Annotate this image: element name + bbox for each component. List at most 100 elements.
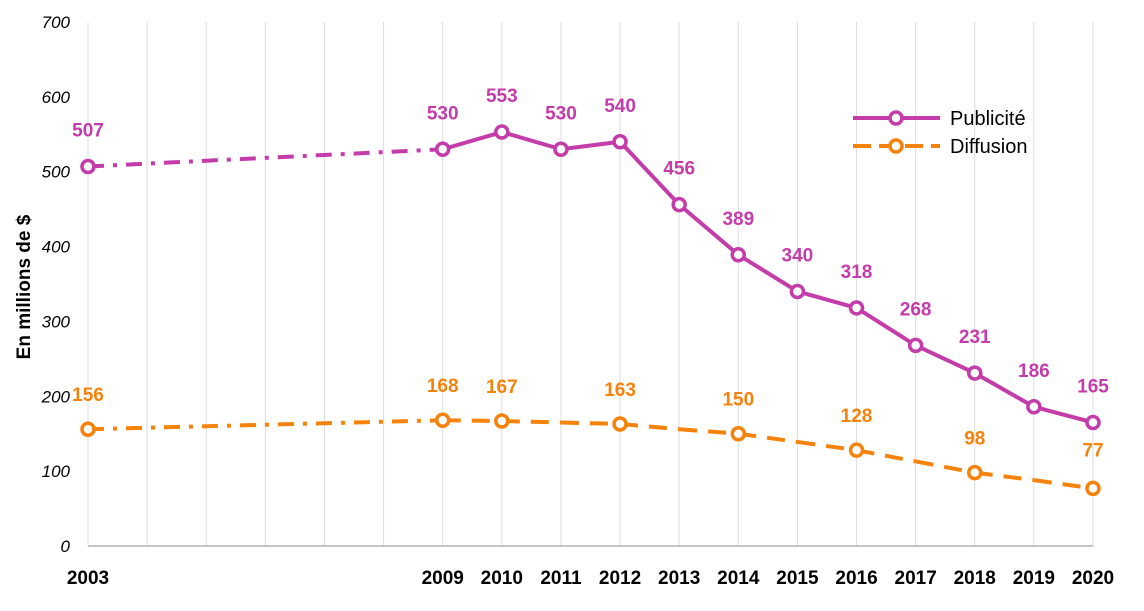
publicite-data-label: 530 <box>427 103 459 124</box>
y-tick-label: 200 <box>41 387 71 406</box>
publicite-line-segment <box>913 343 977 376</box>
y-tick-label: 600 <box>42 88 71 107</box>
diffusion-data-label: 156 <box>72 385 104 406</box>
y-tick-label: 0 <box>61 537 71 556</box>
y-tick-label: 400 <box>42 238 71 257</box>
y-axis-label: En millions de $ <box>14 214 35 359</box>
publicite-line-segment <box>440 130 504 152</box>
data-labels: 507 530 553 530 540 456 389 340 318 268 231 186 165 1… <box>72 86 1109 461</box>
publicite-point <box>671 196 687 213</box>
publicite-point <box>907 337 924 354</box>
diffusion-data-label: 98 <box>964 429 985 450</box>
y-tick-label: 700 <box>42 13 71 32</box>
publicite-point <box>553 141 569 158</box>
diffusion-data-label: 150 <box>722 390 754 411</box>
diffusion-point <box>848 442 865 458</box>
publicite-data-label: 553 <box>486 86 518 107</box>
publicite-line-segment <box>558 139 623 152</box>
publicite-line-segment <box>677 202 741 257</box>
diffusion-line-segment <box>501 418 561 425</box>
x-tick-label: 2020 <box>1072 568 1114 589</box>
publicite-data-label: 507 <box>72 120 104 141</box>
diffusion-data-label: 163 <box>604 380 636 401</box>
publicite-data-label: 268 <box>900 299 932 320</box>
y-tick-labels: 0 100 200 300 400 500 600 700 <box>41 13 71 556</box>
publicite-point <box>494 124 510 140</box>
publicite-data-label: 530 <box>545 103 577 124</box>
x-tick-labels: 2003 2009 2010 2011 2012 2013 2014 2015 2016 2017… <box>67 568 1114 589</box>
y-tick-label: 100 <box>42 462 71 481</box>
publicite-line-segment <box>87 147 443 169</box>
diffusion-line-segment <box>974 470 1035 483</box>
publicite-data-label: 318 <box>841 262 873 283</box>
publicite-line-segment <box>736 252 800 294</box>
diffusion-line-segment <box>619 421 680 432</box>
series-lines <box>87 130 1095 491</box>
publicite-data-label: 389 <box>722 209 754 230</box>
diffusion-line-segment <box>797 439 857 453</box>
publicite-line-segment <box>1031 404 1095 425</box>
x-tick-label: 2016 <box>835 568 877 589</box>
legend-marker-diffusion <box>888 138 904 154</box>
publicite-data-label: 540 <box>604 96 636 117</box>
publicite-line-segment <box>795 289 859 310</box>
publicite-point <box>848 300 865 316</box>
x-tick-label: 2018 <box>954 568 996 589</box>
legend-marker-publicite <box>888 110 904 126</box>
publicite-point <box>967 365 983 381</box>
publicite-data-label: 340 <box>782 245 814 266</box>
diffusion-data-label: 77 <box>1082 440 1103 461</box>
legend-label-diffusion: Diffusion <box>950 136 1027 158</box>
diffusion-data-label: 168 <box>427 376 459 397</box>
publicite-line-segment <box>972 371 1036 409</box>
legend-label-publicite: Publicité <box>950 108 1026 130</box>
x-tick-label: 2013 <box>658 568 700 589</box>
diffusion-line-segment <box>1033 478 1094 491</box>
diffusion-point <box>494 413 510 429</box>
publicite-point <box>1085 414 1101 431</box>
diffusion-point <box>612 416 628 432</box>
publicite-point <box>80 158 96 175</box>
diffusion-point <box>80 421 96 437</box>
publicite-line-segment <box>618 139 682 207</box>
publicite-point <box>1026 399 1042 415</box>
publicite-line-segment <box>854 305 918 348</box>
x-tick-label: 2017 <box>895 568 937 589</box>
x-tick-label: 2011 <box>540 568 582 589</box>
publicite-data-label: 456 <box>663 159 695 180</box>
publicite-data-label: 186 <box>1018 361 1050 382</box>
publicite-point <box>612 134 628 150</box>
x-tick-label: 2010 <box>481 568 523 589</box>
x-tick-label: 2003 <box>67 568 109 589</box>
diffusion-point <box>967 464 983 481</box>
publicite-data-label: 231 <box>959 327 991 348</box>
diffusion-line-segment <box>87 418 443 432</box>
x-tick-label: 2019 <box>1013 568 1055 589</box>
publicite-data-label: 165 <box>1077 376 1109 397</box>
diffusion-point <box>730 425 747 442</box>
legend: Publicité Diffusion <box>853 108 1027 158</box>
diffusion-data-label: 128 <box>841 406 873 427</box>
x-tick-label: 2009 <box>422 568 464 589</box>
x-tick-label: 2014 <box>717 568 760 589</box>
diffusion-point <box>1085 480 1101 497</box>
diffusion-line-segment <box>442 418 502 423</box>
x-tick-label: 2015 <box>776 568 819 589</box>
diffusion-line-segment <box>856 448 917 464</box>
publicite-point <box>434 141 451 158</box>
publicite-line-segment <box>499 130 563 152</box>
diffusion-line-segment <box>560 420 621 426</box>
diffusion-line-segment <box>915 459 976 475</box>
y-tick-label: 300 <box>42 312 71 331</box>
publicite-point <box>730 247 747 263</box>
diffusion-line-segment <box>679 427 739 436</box>
diffusion-line-segment <box>738 431 798 444</box>
vertical-gridlines <box>87 22 1094 546</box>
diffusion-data-label: 167 <box>486 377 518 398</box>
series-markers <box>80 124 1101 497</box>
publicite-point <box>789 283 806 300</box>
y-tick-label: 500 <box>42 163 71 182</box>
x-tick-label: 2012 <box>599 568 641 589</box>
diffusion-point <box>434 412 451 428</box>
